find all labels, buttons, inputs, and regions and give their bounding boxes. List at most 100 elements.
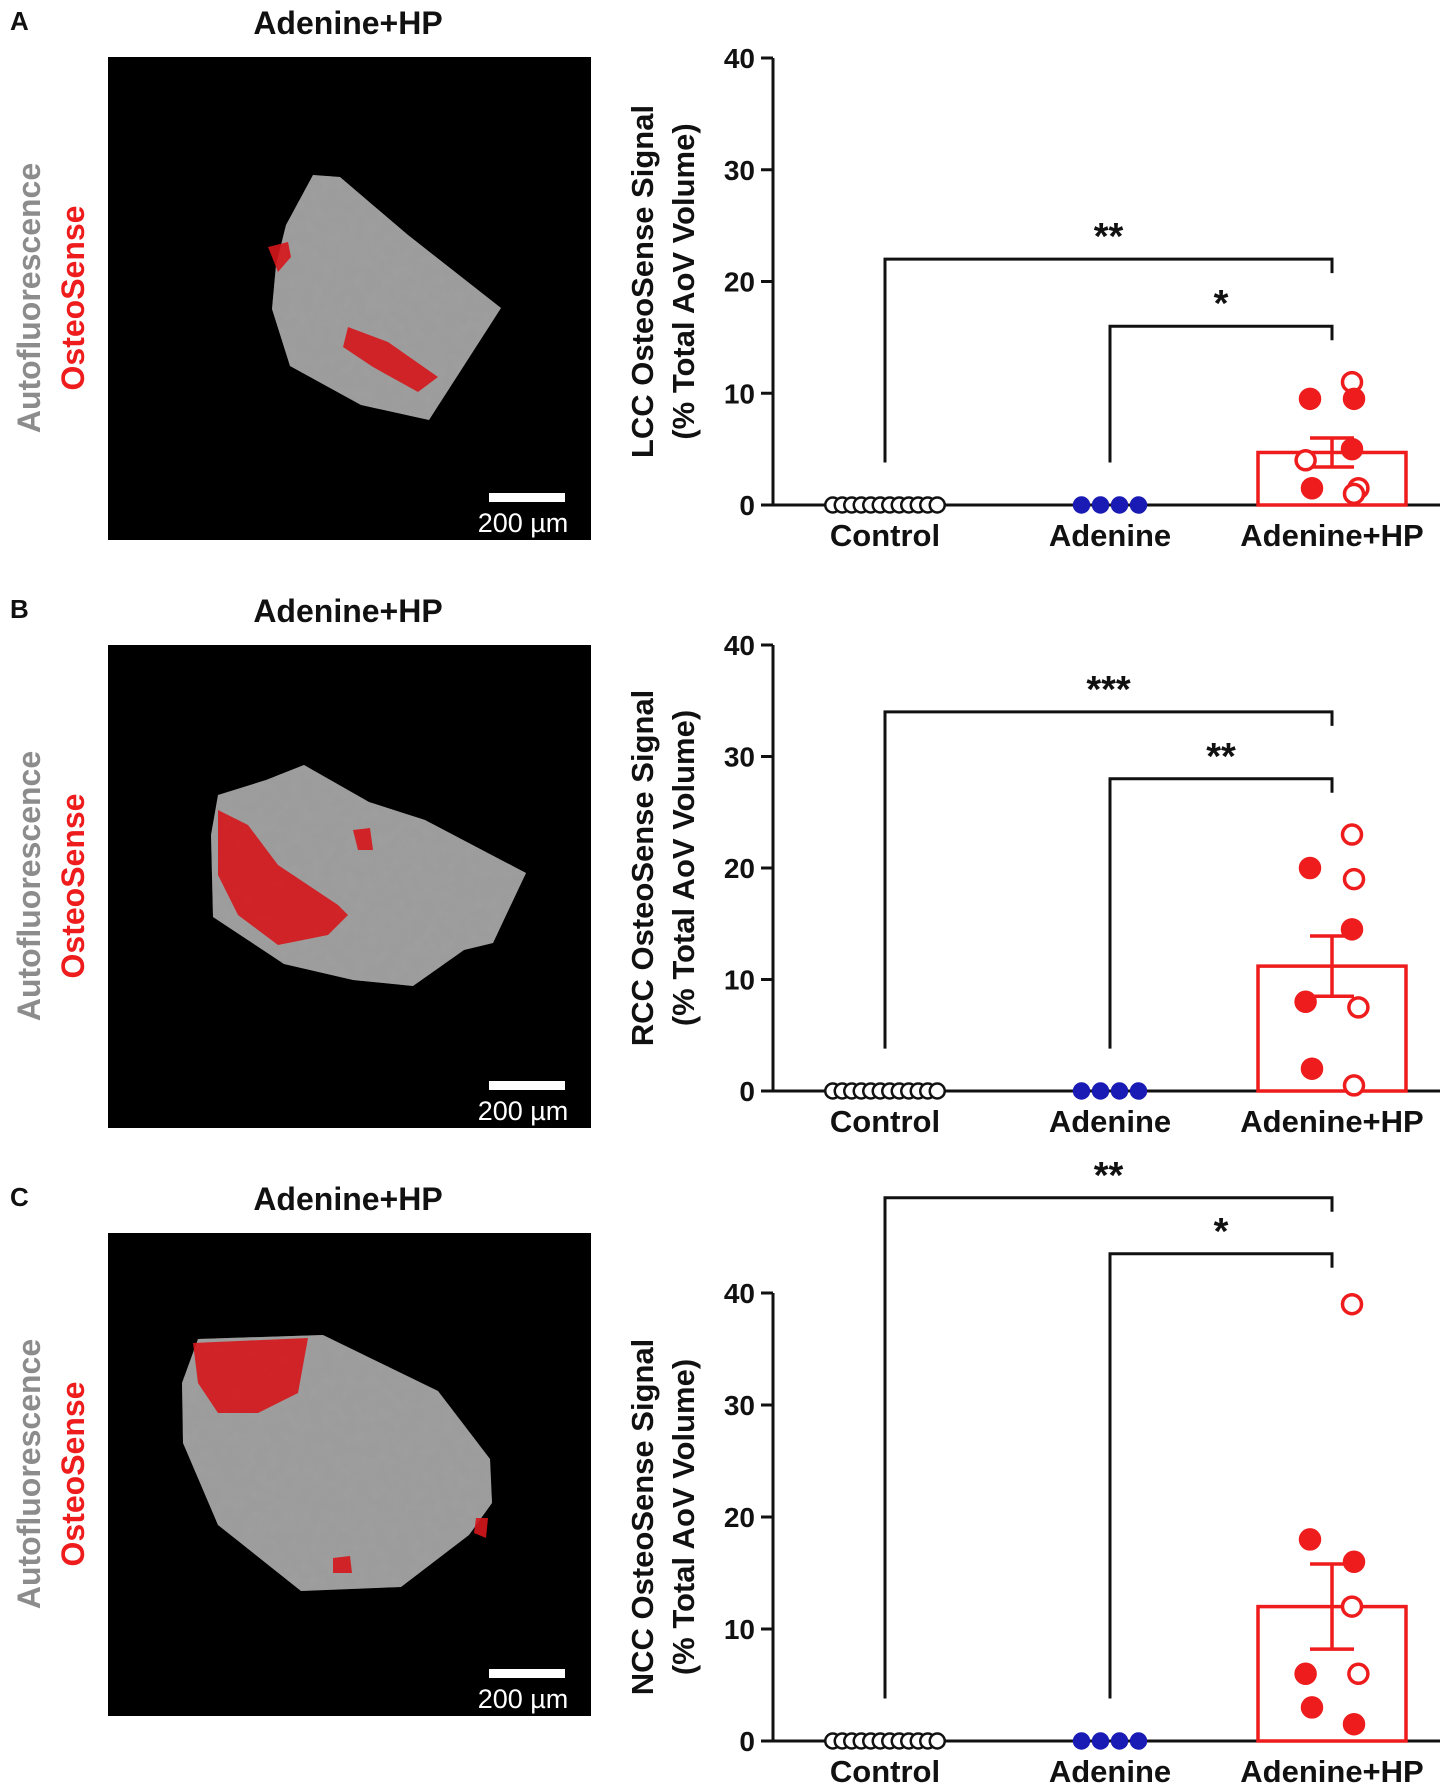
data-point	[1129, 496, 1148, 514]
micrograph-icon: 200 µm	[108, 1233, 591, 1716]
osteosense-label: OsteoSense	[55, 206, 91, 391]
y-tick-label: 0	[739, 490, 755, 521]
data-point	[1342, 1550, 1366, 1574]
data-point	[1342, 482, 1366, 506]
data-point	[1342, 1074, 1366, 1097]
panel-c: C Adenine+HP Autofluorescence OsteoSense 200…	[10, 1181, 591, 1716]
bracket-line	[1108, 324, 1334, 463]
chart-a: 0 10 20 30 40 LCC OsteoSense Signal (% Total A…	[625, 43, 1440, 553]
y-tick-label: 30	[724, 1390, 755, 1421]
significance-stars: *	[1214, 1211, 1229, 1253]
y-tick-label: 40	[724, 630, 755, 661]
significance-bracket: *	[1108, 283, 1334, 463]
data-point	[928, 1082, 946, 1100]
osteosense-signal-region	[218, 810, 348, 945]
panel-a: A Adenine+HP Autofluorescence OsteoSense 200…	[10, 5, 591, 540]
y-axis-title: RCC OsteoSense Signal	[625, 690, 660, 1047]
data-point	[1340, 437, 1364, 461]
micrograph-icon: 200 µm	[108, 57, 591, 540]
series-control	[824, 1082, 946, 1100]
data-point	[1294, 449, 1317, 472]
x-tick-label: Adenine	[1049, 518, 1171, 553]
chart-b: 0 10 20 30 40 RCC OsteoSense Signal (% Total A…	[625, 630, 1440, 1139]
x-tick-label: Adenine	[1049, 1104, 1171, 1139]
data-point	[1342, 1712, 1366, 1736]
y-tick-label: 0	[739, 1076, 755, 1107]
data-point	[1340, 823, 1364, 846]
data-point	[1110, 1082, 1129, 1100]
series-control	[824, 496, 946, 514]
data-point	[928, 1732, 946, 1750]
scale-bar	[489, 1669, 565, 1678]
x-tick-label: Adenine+HP	[1240, 518, 1423, 553]
data-point	[1300, 476, 1324, 500]
significance-bracket: ***	[883, 669, 1334, 1049]
series-adenine-hp	[1256, 1292, 1408, 1743]
significance-bracket: **	[883, 1155, 1334, 1699]
series-control	[824, 1732, 946, 1750]
data-point	[1091, 496, 1110, 514]
x-tick-label: Control	[830, 518, 940, 553]
data-point	[1298, 387, 1322, 411]
x-tick-label: Control	[830, 1754, 940, 1789]
image-title: Adenine+HP	[253, 593, 442, 629]
y-axis-title: LCC OsteoSense Signal	[625, 105, 660, 458]
data-point	[1342, 387, 1366, 411]
significance-stars: **	[1206, 736, 1236, 778]
x-tick-label: Adenine	[1049, 1754, 1171, 1789]
osteosense-label: OsteoSense	[55, 794, 91, 979]
osteosense-signal-region	[333, 1556, 352, 1573]
osteosense-signal-region	[353, 828, 373, 850]
y-tick-label: 10	[724, 378, 755, 409]
bracket-line	[883, 1196, 1334, 1699]
data-point	[1298, 856, 1322, 880]
data-point	[1091, 1732, 1110, 1750]
y-tick-label: 0	[739, 1726, 755, 1757]
data-point	[1072, 496, 1091, 514]
bracket-line	[1108, 777, 1334, 1049]
image-title: Adenine+HP	[253, 1181, 442, 1217]
y-axis-title: NCC OsteoSense Signal	[625, 1339, 660, 1696]
data-point	[1129, 1082, 1148, 1100]
data-point	[1129, 1732, 1148, 1750]
data-point	[1300, 1057, 1324, 1080]
image-title: Adenine+HP	[253, 5, 442, 41]
y-tick-label: 20	[724, 1502, 755, 1533]
data-point	[1347, 1662, 1370, 1686]
data-point	[1294, 1662, 1317, 1686]
panel-letter: C	[10, 1182, 29, 1212]
data-point	[1340, 918, 1364, 941]
data-point	[1340, 1595, 1364, 1618]
data-point	[1072, 1732, 1091, 1750]
bracket-line	[883, 710, 1334, 1049]
y-tick-label: 30	[724, 155, 755, 186]
series-adenine	[1072, 1732, 1148, 1750]
bracket-line	[1108, 1252, 1334, 1699]
autofluorescence-label: Autofluorescence	[11, 163, 47, 433]
data-point	[1091, 1082, 1110, 1100]
x-tick-label: Adenine+HP	[1240, 1754, 1423, 1789]
series-adenine-hp	[1256, 370, 1408, 507]
y-tick-label: 40	[724, 43, 755, 74]
chart-c: 0 10 20 30 40 NCC OsteoSense Signal (% Total A…	[625, 1155, 1440, 1789]
scale-bar	[489, 1081, 565, 1090]
data-point	[1347, 996, 1370, 1019]
significance-bracket: **	[883, 216, 1334, 463]
y-tick-label: 30	[724, 742, 755, 773]
scale-bar	[489, 493, 565, 502]
y-axis-subtitle: (% Total AoV Volume)	[666, 710, 701, 1026]
significance-stars: **	[1094, 1155, 1124, 1197]
osteosense-signal-region	[193, 1338, 308, 1413]
x-tick-label: Adenine+HP	[1240, 1104, 1423, 1139]
autofluorescence-label: Autofluorescence	[11, 1339, 47, 1609]
osteosense-signal-region	[474, 1518, 488, 1538]
y-tick-label: 20	[724, 853, 755, 884]
series-adenine-hp	[1256, 823, 1408, 1097]
bracket-line	[883, 257, 1334, 463]
y-tick-label: 40	[724, 1278, 755, 1309]
series-adenine	[1072, 1082, 1148, 1100]
y-tick-label: 20	[724, 267, 755, 298]
y-axis-subtitle: (% Total AoV Volume)	[666, 1359, 701, 1675]
significance-bracket: *	[1108, 1211, 1334, 1699]
